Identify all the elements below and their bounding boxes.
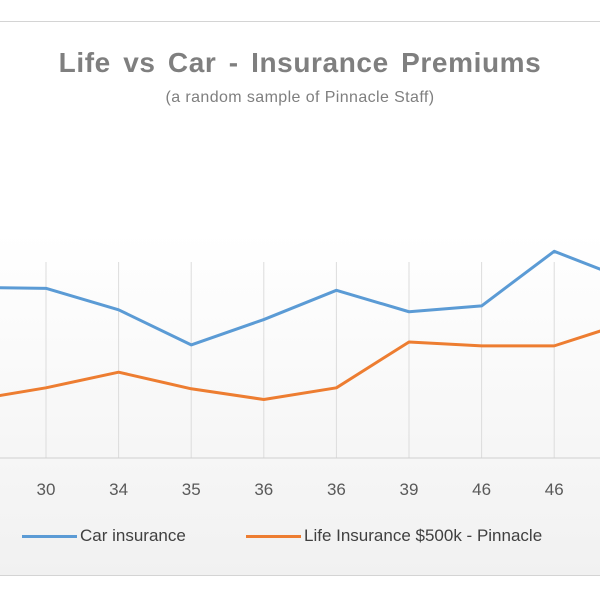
legend-item-car-insurance: Car insurance xyxy=(22,526,186,546)
series-line-car-insurance xyxy=(0,249,600,347)
x-tick-label: 36 xyxy=(327,480,346,499)
x-tick-label: 36 xyxy=(254,480,273,499)
chart-area xyxy=(0,21,600,576)
legend-swatch-life-insurance xyxy=(246,534,301,538)
legend-item-life-insurance: Life Insurance $500k - Pinnacle xyxy=(246,526,542,546)
x-axis-tick-labels: 30 34 35 36 36 39 46 46 xyxy=(37,480,564,499)
chart-title: Life vs Car - Insurance Premiums xyxy=(58,47,542,78)
x-tick-label: 30 xyxy=(37,480,56,499)
legend-label-life-insurance: Life Insurance $500k - Pinnacle xyxy=(304,526,543,545)
x-tick-label: 35 xyxy=(182,480,201,499)
x-tick-label: 34 xyxy=(109,480,128,499)
legend-label-car-insurance: Car insurance xyxy=(80,526,186,545)
series-lines xyxy=(0,249,600,401)
x-tick-label: 46 xyxy=(545,480,564,499)
legend: Car insurance Life Insurance $500k - Pin… xyxy=(0,526,600,552)
gridlines xyxy=(45,262,555,458)
chart-subtitle: (a random sample of Pinnacle Staff) xyxy=(165,89,435,106)
series-line-life-insurance xyxy=(0,329,600,401)
x-tick-label: 39 xyxy=(400,480,419,499)
legend-swatch-car-insurance xyxy=(22,534,77,538)
x-tick-label: 46 xyxy=(472,480,491,499)
